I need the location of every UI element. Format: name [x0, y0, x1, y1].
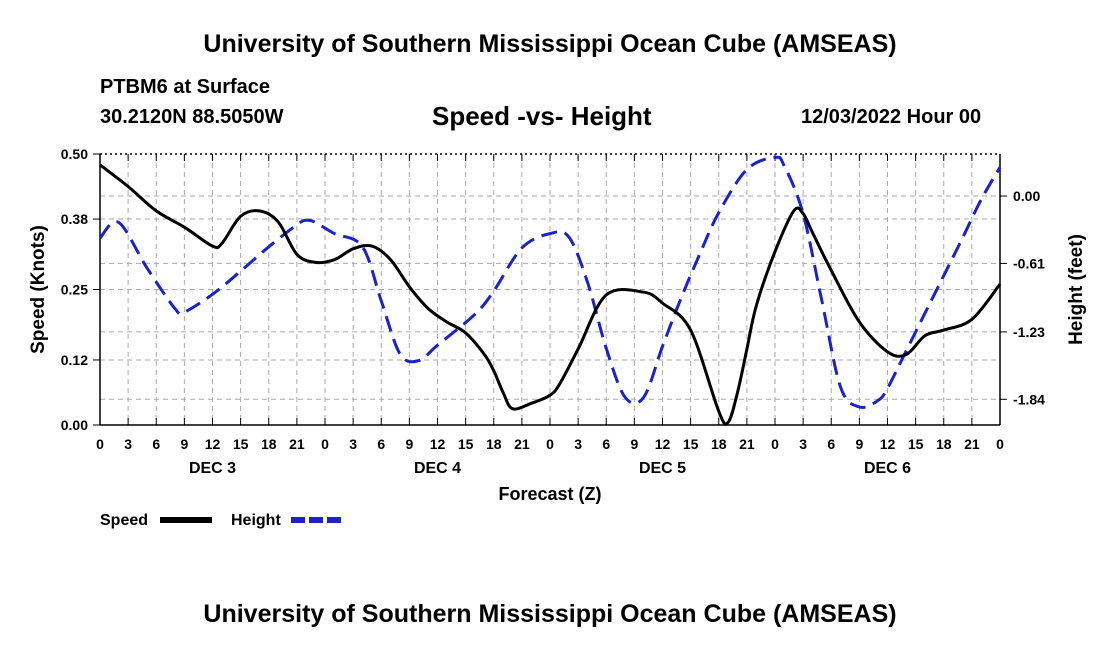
x-tick-label: 9 — [405, 436, 413, 452]
footer-title: University of Southern Mississippi Ocean… — [203, 600, 897, 628]
y-tick-label: 0.50 — [61, 146, 88, 162]
x-tick-label: 9 — [630, 436, 638, 452]
x-tick-label: 3 — [799, 436, 807, 452]
y2-tick-label: -0.61 — [1013, 255, 1045, 271]
height-series-line — [98, 155, 1002, 409]
x-tick-label: 15 — [458, 436, 474, 452]
x-tick-label: 12 — [655, 436, 671, 452]
x-tick-label: 6 — [377, 436, 385, 452]
y-tick-label: 0.25 — [61, 282, 88, 298]
x-tick-label: 18 — [486, 436, 502, 452]
station-label: PTBM6 at Surface — [100, 76, 271, 98]
x-tick-label: 6 — [602, 436, 610, 452]
x-tick-label: 21 — [964, 436, 980, 452]
x-tick-label: 18 — [711, 436, 727, 452]
x-tick-label: 0 — [321, 436, 329, 452]
y2-axis-title: Height (feet) — [1066, 234, 1087, 345]
x-tick-label: 18 — [261, 436, 277, 452]
x-tick-label: 21 — [289, 436, 305, 452]
y-tick-label: 0.38 — [61, 211, 88, 227]
x-tick-label: 3 — [574, 436, 582, 452]
x-tick-label: 0 — [771, 436, 779, 452]
speed-series-line — [99, 163, 1002, 426]
x-tick-label: 12 — [205, 436, 221, 452]
x-tick-label: 6 — [827, 436, 835, 452]
day-label: DEC 6 — [864, 460, 911, 477]
x-tick-label: 12 — [880, 436, 896, 452]
x-tick-label: 12 — [430, 436, 446, 452]
x-tick-label: 18 — [936, 436, 952, 452]
x-tick-label: 9 — [180, 436, 188, 452]
x-tick-label: 15 — [233, 436, 249, 452]
x-tick-label: 21 — [514, 436, 530, 452]
x-tick-label: 0 — [996, 436, 1004, 452]
x-tick-label: 3 — [349, 436, 357, 452]
day-label: DEC 5 — [639, 460, 686, 477]
y2-tick-label: -1.84 — [1013, 391, 1045, 407]
page-title: University of Southern Mississippi Ocean… — [203, 30, 897, 58]
y-tick-label: 0.12 — [61, 352, 88, 368]
day-label: DEC 3 — [189, 460, 236, 477]
x-tick-label: 0 — [96, 436, 104, 452]
x-tick-label: 15 — [908, 436, 924, 452]
x-tick-label: 6 — [152, 436, 160, 452]
forecast-date: 12/03/2022 Hour 00 — [801, 106, 982, 128]
x-tick-label: 3 — [124, 436, 132, 452]
location-label: 30.2120N 88.5050W — [100, 106, 284, 128]
x-axis-title: Forecast (Z) — [498, 484, 601, 504]
y-axis-title: Speed (Knots) — [28, 225, 49, 354]
x-tick-label: 9 — [855, 436, 863, 452]
legend-height-label: Height — [231, 512, 281, 529]
day-label: DEC 4 — [414, 460, 461, 477]
y-tick-label: 0.00 — [61, 417, 88, 433]
y2-tick-label: 0.00 — [1013, 188, 1040, 204]
chart-title: Speed -vs- Height — [432, 101, 652, 131]
x-tick-label: 15 — [683, 436, 699, 452]
legend-speed-label: Speed — [100, 512, 148, 529]
x-tick-label: 21 — [739, 436, 755, 452]
x-tick-label: 0 — [546, 436, 554, 452]
y2-tick-label: -1.23 — [1013, 324, 1045, 340]
